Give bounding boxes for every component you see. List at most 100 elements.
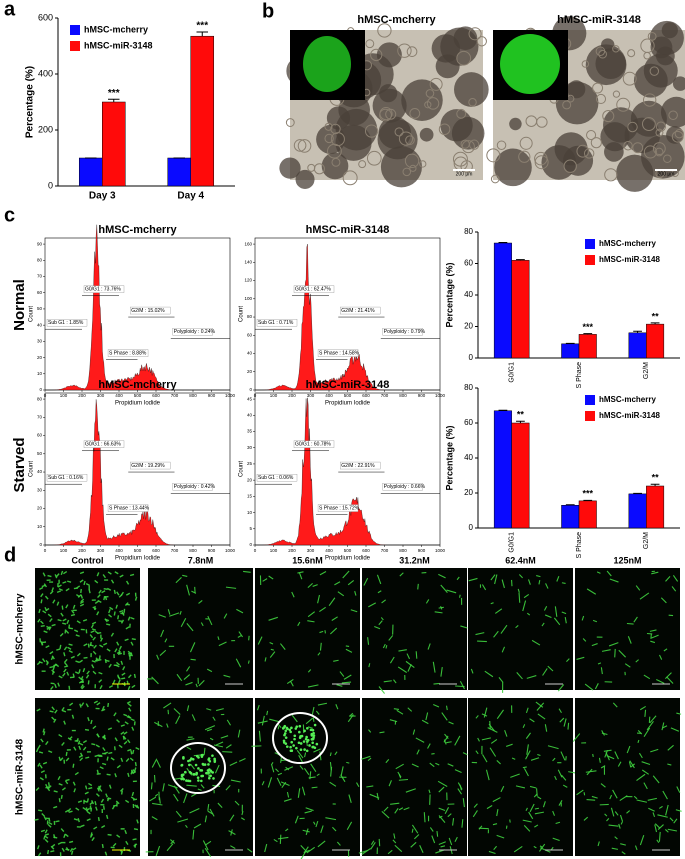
cell <box>65 778 70 782</box>
cell <box>122 735 125 740</box>
cell <box>225 586 237 589</box>
cell <box>419 845 424 854</box>
x-tick-label: Day 4 <box>177 191 204 202</box>
cell <box>79 752 84 757</box>
cell <box>398 774 402 779</box>
cell <box>388 635 394 641</box>
cell <box>92 650 97 655</box>
cell <box>66 671 70 676</box>
cell <box>283 798 292 802</box>
cell <box>175 810 182 818</box>
cell <box>77 740 81 745</box>
cell <box>206 728 212 732</box>
cell <box>557 769 563 778</box>
cell <box>48 821 53 826</box>
cell <box>475 715 479 719</box>
x-tick-label: 800 <box>189 393 197 398</box>
cell <box>71 714 75 719</box>
colony-cell <box>292 744 295 747</box>
cell <box>319 642 322 651</box>
cell <box>64 833 69 838</box>
cell <box>116 651 122 655</box>
cell <box>506 743 513 747</box>
cell <box>582 638 587 642</box>
cell <box>90 624 95 629</box>
cell <box>38 809 43 812</box>
cell <box>51 587 55 592</box>
error-bar <box>650 322 660 325</box>
cell <box>186 784 197 787</box>
cell <box>220 735 229 739</box>
cell <box>591 795 598 799</box>
bar <box>493 242 512 359</box>
cell <box>128 653 133 657</box>
cell <box>62 618 67 622</box>
cell <box>629 760 635 769</box>
micrograph <box>255 568 360 690</box>
cell <box>133 828 139 831</box>
cell <box>124 721 129 725</box>
colony-cell <box>180 777 183 781</box>
x-tick-label: 600 <box>152 548 160 553</box>
cell <box>120 724 125 727</box>
cell <box>440 584 448 593</box>
colony-cell <box>290 749 294 752</box>
cell <box>91 628 97 631</box>
cell <box>438 123 451 136</box>
cell <box>115 664 120 668</box>
cell <box>93 644 97 649</box>
cell <box>523 768 529 777</box>
cell <box>114 737 118 742</box>
cell <box>632 142 644 154</box>
cell <box>385 108 397 120</box>
gate-label: Sub G1 : 1.85% <box>48 320 84 326</box>
cell <box>619 814 624 822</box>
cell <box>538 580 541 585</box>
colony-cell <box>310 732 314 736</box>
cell <box>339 671 345 677</box>
colony-cell <box>207 763 210 766</box>
cell <box>68 650 73 654</box>
bar <box>493 410 512 529</box>
cell <box>173 785 180 794</box>
cell <box>45 786 50 789</box>
cell <box>133 673 136 679</box>
colony-cell <box>205 771 208 775</box>
cell <box>319 630 324 634</box>
cell <box>537 753 541 756</box>
y-tick-label: 60 <box>464 418 473 427</box>
cell <box>177 818 189 823</box>
cell <box>627 636 632 644</box>
gate-label: Polyploidy : 0.42% <box>174 484 216 490</box>
cell <box>461 140 475 154</box>
cell <box>443 739 447 745</box>
cell <box>68 810 73 814</box>
x-tick-label: 400 <box>325 393 333 398</box>
cell <box>64 780 69 785</box>
cell <box>454 836 458 843</box>
cell <box>189 807 200 814</box>
cell <box>332 826 337 832</box>
error-bar <box>516 259 525 261</box>
y-tick-label: 20 <box>464 488 473 497</box>
cell <box>650 748 659 753</box>
cell <box>658 654 663 660</box>
column-label: 7.8nM <box>188 555 214 565</box>
cell <box>654 824 658 833</box>
cell <box>284 766 294 771</box>
cell <box>61 787 66 791</box>
cell <box>658 831 661 842</box>
cell <box>89 805 92 810</box>
cell <box>55 573 60 578</box>
cell <box>275 768 279 773</box>
cell <box>94 600 99 605</box>
cell <box>433 704 440 708</box>
cell <box>423 812 426 823</box>
cell <box>500 785 505 793</box>
cell <box>383 680 392 683</box>
cell <box>105 814 109 819</box>
cell <box>518 592 521 603</box>
legend-label: hMSC-mcherry <box>599 395 656 404</box>
y-tick-label: 40 <box>37 322 43 327</box>
cell <box>547 745 559 750</box>
